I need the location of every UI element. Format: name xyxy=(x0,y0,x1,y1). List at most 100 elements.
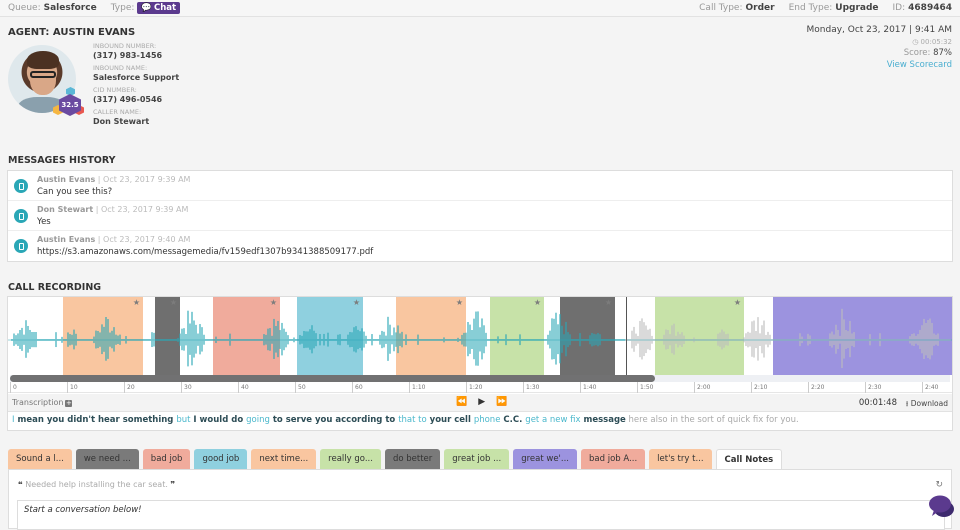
message-link[interactable]: https://s3.amazonaws.com/messagemedia/fv… xyxy=(37,247,374,257)
message-time: | Oct 23, 2017 9:39 AM xyxy=(95,205,189,214)
star-icon[interactable]: ★ xyxy=(455,298,463,307)
time-tick: 1:30 xyxy=(523,382,539,393)
view-scorecard-link[interactable]: View Scorecard xyxy=(886,60,952,70)
call-meta: Monday, Oct 23, 2017 | 9:41 AM ◷ 00:05:3… xyxy=(807,24,953,71)
transcript-word[interactable]: phone xyxy=(473,415,501,425)
transcript-word[interactable]: that to xyxy=(398,415,427,425)
message-time: | Oct 23, 2017 9:39 AM xyxy=(97,175,191,184)
messages-history-title: MESSAGES HISTORY xyxy=(8,155,116,166)
score-label: Score: xyxy=(903,48,931,58)
tab-really-go[interactable]: really go... xyxy=(320,449,381,469)
call-recording-player: ★ ★ ★ ★ ★ ★ ★ ★ 0 10 20 30 40 50 60 1:10 1:20 1:30 1:40 1:… xyxy=(7,296,953,431)
fast-forward-button[interactable]: ⏩ xyxy=(496,397,508,407)
rewind-button[interactable]: ⏪ xyxy=(456,397,468,407)
waveform[interactable]: ★ ★ ★ ★ ★ ★ ★ ★ xyxy=(8,297,952,375)
agent-panel: AGENT: AUSTIN EVANS 32.5 INBOUND NUMBER:… xyxy=(0,0,960,132)
tag-region[interactable]: ★ xyxy=(560,297,615,375)
tab-great-job[interactable]: great job ... xyxy=(444,449,510,469)
score-value: 87% xyxy=(933,48,952,58)
type-badge: 💬 Chat xyxy=(137,2,181,14)
id-label: ID: xyxy=(892,3,906,13)
star-icon[interactable]: ★ xyxy=(733,298,741,307)
mobile-phone-icon xyxy=(14,179,28,193)
star-icon[interactable]: ★ xyxy=(352,298,360,307)
tab-bad-job[interactable]: bad job xyxy=(142,449,191,469)
tag-region[interactable]: ★ xyxy=(213,297,280,375)
call-info: INBOUND NUMBER: (317) 983-1456 INBOUND N… xyxy=(93,42,179,130)
transcript-word[interactable]: C.C. xyxy=(500,415,526,425)
tab-do-better[interactable]: do better xyxy=(384,449,441,469)
transcript-word[interactable]: your cell xyxy=(426,415,474,425)
clock-icon: ◷ xyxy=(912,38,921,46)
waveform-scrollbar[interactable] xyxy=(10,375,950,382)
star-icon[interactable]: ★ xyxy=(533,298,541,307)
download-button[interactable]: ⭳ Download xyxy=(906,398,948,411)
current-time: 00:01:48 xyxy=(858,398,897,408)
open-quote-icon: ❝ xyxy=(18,480,23,489)
note-quote: ❝ Needed help installing the car seat. ❞ xyxy=(18,480,175,489)
inbound-number-value: (317) 983-1456 xyxy=(93,51,163,60)
type-info: Type: 💬 Chat xyxy=(110,2,181,14)
tab-next-time[interactable]: next time... xyxy=(251,449,317,469)
star-icon[interactable]: ★ xyxy=(269,298,277,307)
transcript-word[interactable]: but xyxy=(176,415,191,425)
download-icon: ⭳ xyxy=(905,399,911,408)
transcript-word[interactable]: I xyxy=(12,415,15,425)
conversation-input[interactable]: Start a conversation below! xyxy=(17,500,945,530)
hex-decoration-icon xyxy=(53,105,63,115)
time-tick: 40 xyxy=(238,382,249,393)
call-type-label: Call Type: xyxy=(699,3,743,13)
time-tick: 60 xyxy=(352,382,363,393)
plus-icon[interactable]: + xyxy=(65,399,73,407)
time-tick: 2:10 xyxy=(751,382,767,393)
transcript-word[interactable]: going xyxy=(246,415,270,425)
hex-decoration-icon xyxy=(66,87,75,96)
transcript-word[interactable]: message xyxy=(580,415,626,425)
transcript-word[interactable]: I would do xyxy=(190,415,247,425)
call-recording-title: CALL RECORDING xyxy=(8,282,102,293)
message-author: Austin Evans xyxy=(37,175,96,184)
message-text: Can you see this? xyxy=(37,187,113,197)
message-time: | Oct 23, 2017 9:40 AM xyxy=(97,235,191,244)
transcript-word[interactable]: to serve you according to xyxy=(269,415,399,425)
transcript-word[interactable]: get a new fix xyxy=(525,415,581,425)
download-label: Download xyxy=(910,399,948,408)
time-tick: 1:10 xyxy=(409,382,425,393)
tab-call-notes[interactable]: Call Notes xyxy=(715,449,783,470)
transcript-word[interactable]: here also in the sort of quick fix for y… xyxy=(625,415,799,425)
time-tick: 0 xyxy=(10,382,17,393)
type-label: Type: xyxy=(110,3,135,13)
tag-tabs: Sound a l... we need ... bad job good job ne… xyxy=(8,449,783,470)
mobile-phone-icon xyxy=(14,209,28,223)
tab-let-s-try-t[interactable]: let's try t... xyxy=(649,449,712,469)
message-item: Austin Evans | Oct 23, 2017 9:39 AM Can … xyxy=(8,171,952,201)
queue-label: Queue: xyxy=(8,3,41,13)
star-icon[interactable]: ★ xyxy=(169,298,177,307)
tag-region[interactable]: ★ xyxy=(155,297,180,375)
transcription-label: Transcription xyxy=(12,398,64,407)
tab-good-job[interactable]: good job xyxy=(194,449,248,469)
tab-sound-a-l[interactable]: Sound a l... xyxy=(8,449,72,469)
tag-region[interactable]: ★ xyxy=(490,297,544,375)
tab-we-need[interactable]: we need ... xyxy=(75,449,139,469)
play-button[interactable]: ▶ xyxy=(478,397,486,407)
playhead[interactable] xyxy=(626,297,627,375)
transcript-word[interactable]: mean you didn't hear something xyxy=(14,415,177,425)
message-author: Don Stewart xyxy=(37,205,94,214)
call-duration: ◷ 00:05:32 xyxy=(807,36,952,48)
tab-great-we[interactable]: great we'... xyxy=(513,449,578,469)
time-tick: 20 xyxy=(124,382,135,393)
scrollbar-thumb[interactable] xyxy=(10,375,655,382)
duration-value: 00:05:32 xyxy=(920,38,952,46)
agent-score-badge: 32.5 xyxy=(59,94,81,116)
time-tick: 2:20 xyxy=(808,382,824,393)
star-icon[interactable]: ★ xyxy=(132,298,140,307)
transcription-toggle[interactable]: Transcription + xyxy=(12,398,73,407)
agent-avatar: 32.5 xyxy=(8,45,84,116)
message-text: Yes xyxy=(37,217,51,227)
tag-region[interactable]: ★ xyxy=(396,297,466,375)
star-icon[interactable]: ★ xyxy=(604,298,612,307)
chat-fab-icon[interactable] xyxy=(928,494,956,520)
tab-bad-job-a[interactable]: bad job A... xyxy=(581,449,646,469)
refresh-icon[interactable]: ↻ xyxy=(935,480,943,490)
